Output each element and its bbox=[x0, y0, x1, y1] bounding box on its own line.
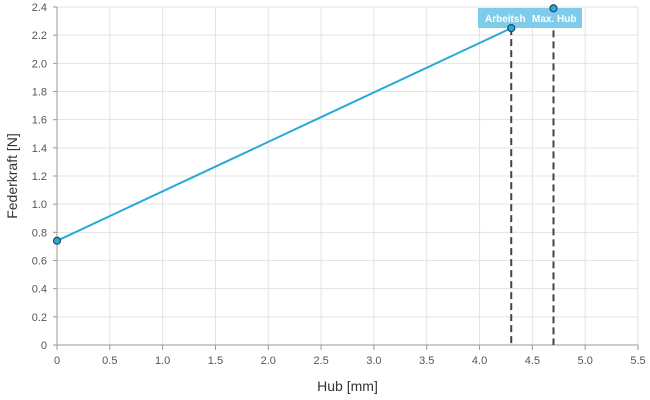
x-tick-label: 5.0 bbox=[578, 355, 593, 367]
data-point[interactable] bbox=[52, 236, 62, 245]
y-tick-label: 2.4 bbox=[32, 2, 47, 14]
y-tick-label: 0.4 bbox=[32, 284, 47, 296]
y-tick-label: 1.0 bbox=[32, 199, 47, 211]
y-axis-title: Federkraft [N] bbox=[4, 133, 20, 219]
marker-label: Max. Hub bbox=[532, 14, 576, 25]
x-tick-label: 4.0 bbox=[472, 355, 487, 367]
x-tick-label: 1.0 bbox=[155, 355, 170, 367]
y-tick-label: 2.2 bbox=[32, 30, 47, 42]
y-tick-label: 2.0 bbox=[32, 58, 47, 70]
y-tick-label: 1.8 bbox=[32, 87, 47, 99]
y-tick-label: 0 bbox=[41, 340, 47, 352]
y-tick-label: 0.2 bbox=[32, 312, 47, 324]
markers: Arbeitsh Max. Hub bbox=[478, 4, 582, 345]
x-tick-label: 1.5 bbox=[208, 355, 223, 367]
x-tick-label: 4.5 bbox=[525, 355, 540, 367]
x-tick-label: 2.5 bbox=[313, 355, 328, 367]
data-point[interactable] bbox=[507, 24, 516, 33]
x-tick-label: 5.5 bbox=[630, 355, 645, 367]
y-tick-label: 1.4 bbox=[32, 143, 47, 155]
axes: 0 0.2 0.4 0.6 0.8 1.0 1.2 1.4 1.6 1.8 2.0 2.2 2.4 0 0.… bbox=[32, 2, 646, 367]
grid bbox=[56, 6, 639, 346]
x-tick-label: 2.0 bbox=[261, 355, 276, 367]
x-tick-label: 3.5 bbox=[419, 355, 434, 367]
x-tick-label: 3.0 bbox=[366, 355, 381, 367]
series bbox=[52, 4, 558, 245]
y-tick-label: 0.8 bbox=[32, 227, 47, 239]
marker-label: Arbeitsh bbox=[485, 14, 526, 25]
y-tick-label: 1.2 bbox=[32, 171, 47, 183]
marker-label-box bbox=[478, 8, 582, 28]
y-tick-label: 0.6 bbox=[32, 256, 47, 268]
x-tick-label: 0.5 bbox=[102, 355, 117, 367]
y-tick-label: 1.6 bbox=[32, 115, 47, 127]
series-line bbox=[56, 7, 554, 242]
x-tick-label: 0 bbox=[54, 355, 60, 367]
data-point[interactable] bbox=[549, 4, 558, 13]
x-axis-title: Hub [mm] bbox=[317, 378, 378, 394]
